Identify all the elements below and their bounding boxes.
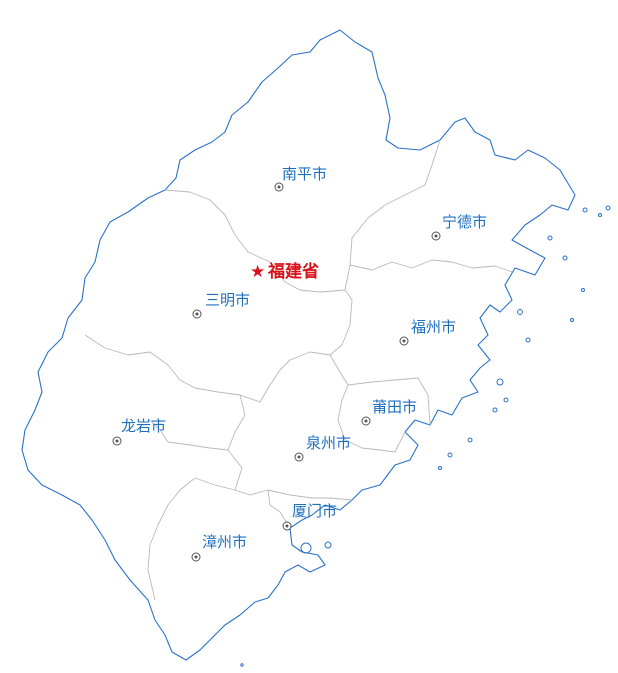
city-sanming: 三明市 [192,291,250,319]
city-label-fuzhou: 福州市 [411,318,456,336]
city-label-ningde: 宁德市 [442,213,487,231]
province-outline [21,29,576,661]
city-putian: 莆田市 [361,398,417,426]
city-nanping: 南平市 [274,165,327,192]
province-label: 福建省 [267,261,319,282]
city-label-xiamen: 厦门市 [292,502,337,520]
city-zhangzhou: 漳州市 [191,533,247,562]
city-label-quanzhou: 泉州市 [306,434,351,452]
city-label-sanming: 三明市 [205,291,250,309]
province-label-group: ★ 福建省 [250,261,319,282]
city-xiamen: 厦门市 [282,502,337,531]
city-fuzhou: 福州市 [399,318,456,346]
city-label-longyan: 龙岩市 [121,417,166,435]
city-longyan: 龙岩市 [112,417,166,446]
city-borders [84,139,513,601]
city-label-putian: 莆田市 [372,398,417,416]
star-icon: ★ [250,262,265,282]
city-label-nanping: 南平市 [282,165,327,183]
city-label-zhangzhou: 漳州市 [202,533,247,551]
coastal-islands [240,205,611,667]
city-quanzhou: 泉州市 [294,434,351,462]
city-ningde: 宁德市 [431,213,487,241]
